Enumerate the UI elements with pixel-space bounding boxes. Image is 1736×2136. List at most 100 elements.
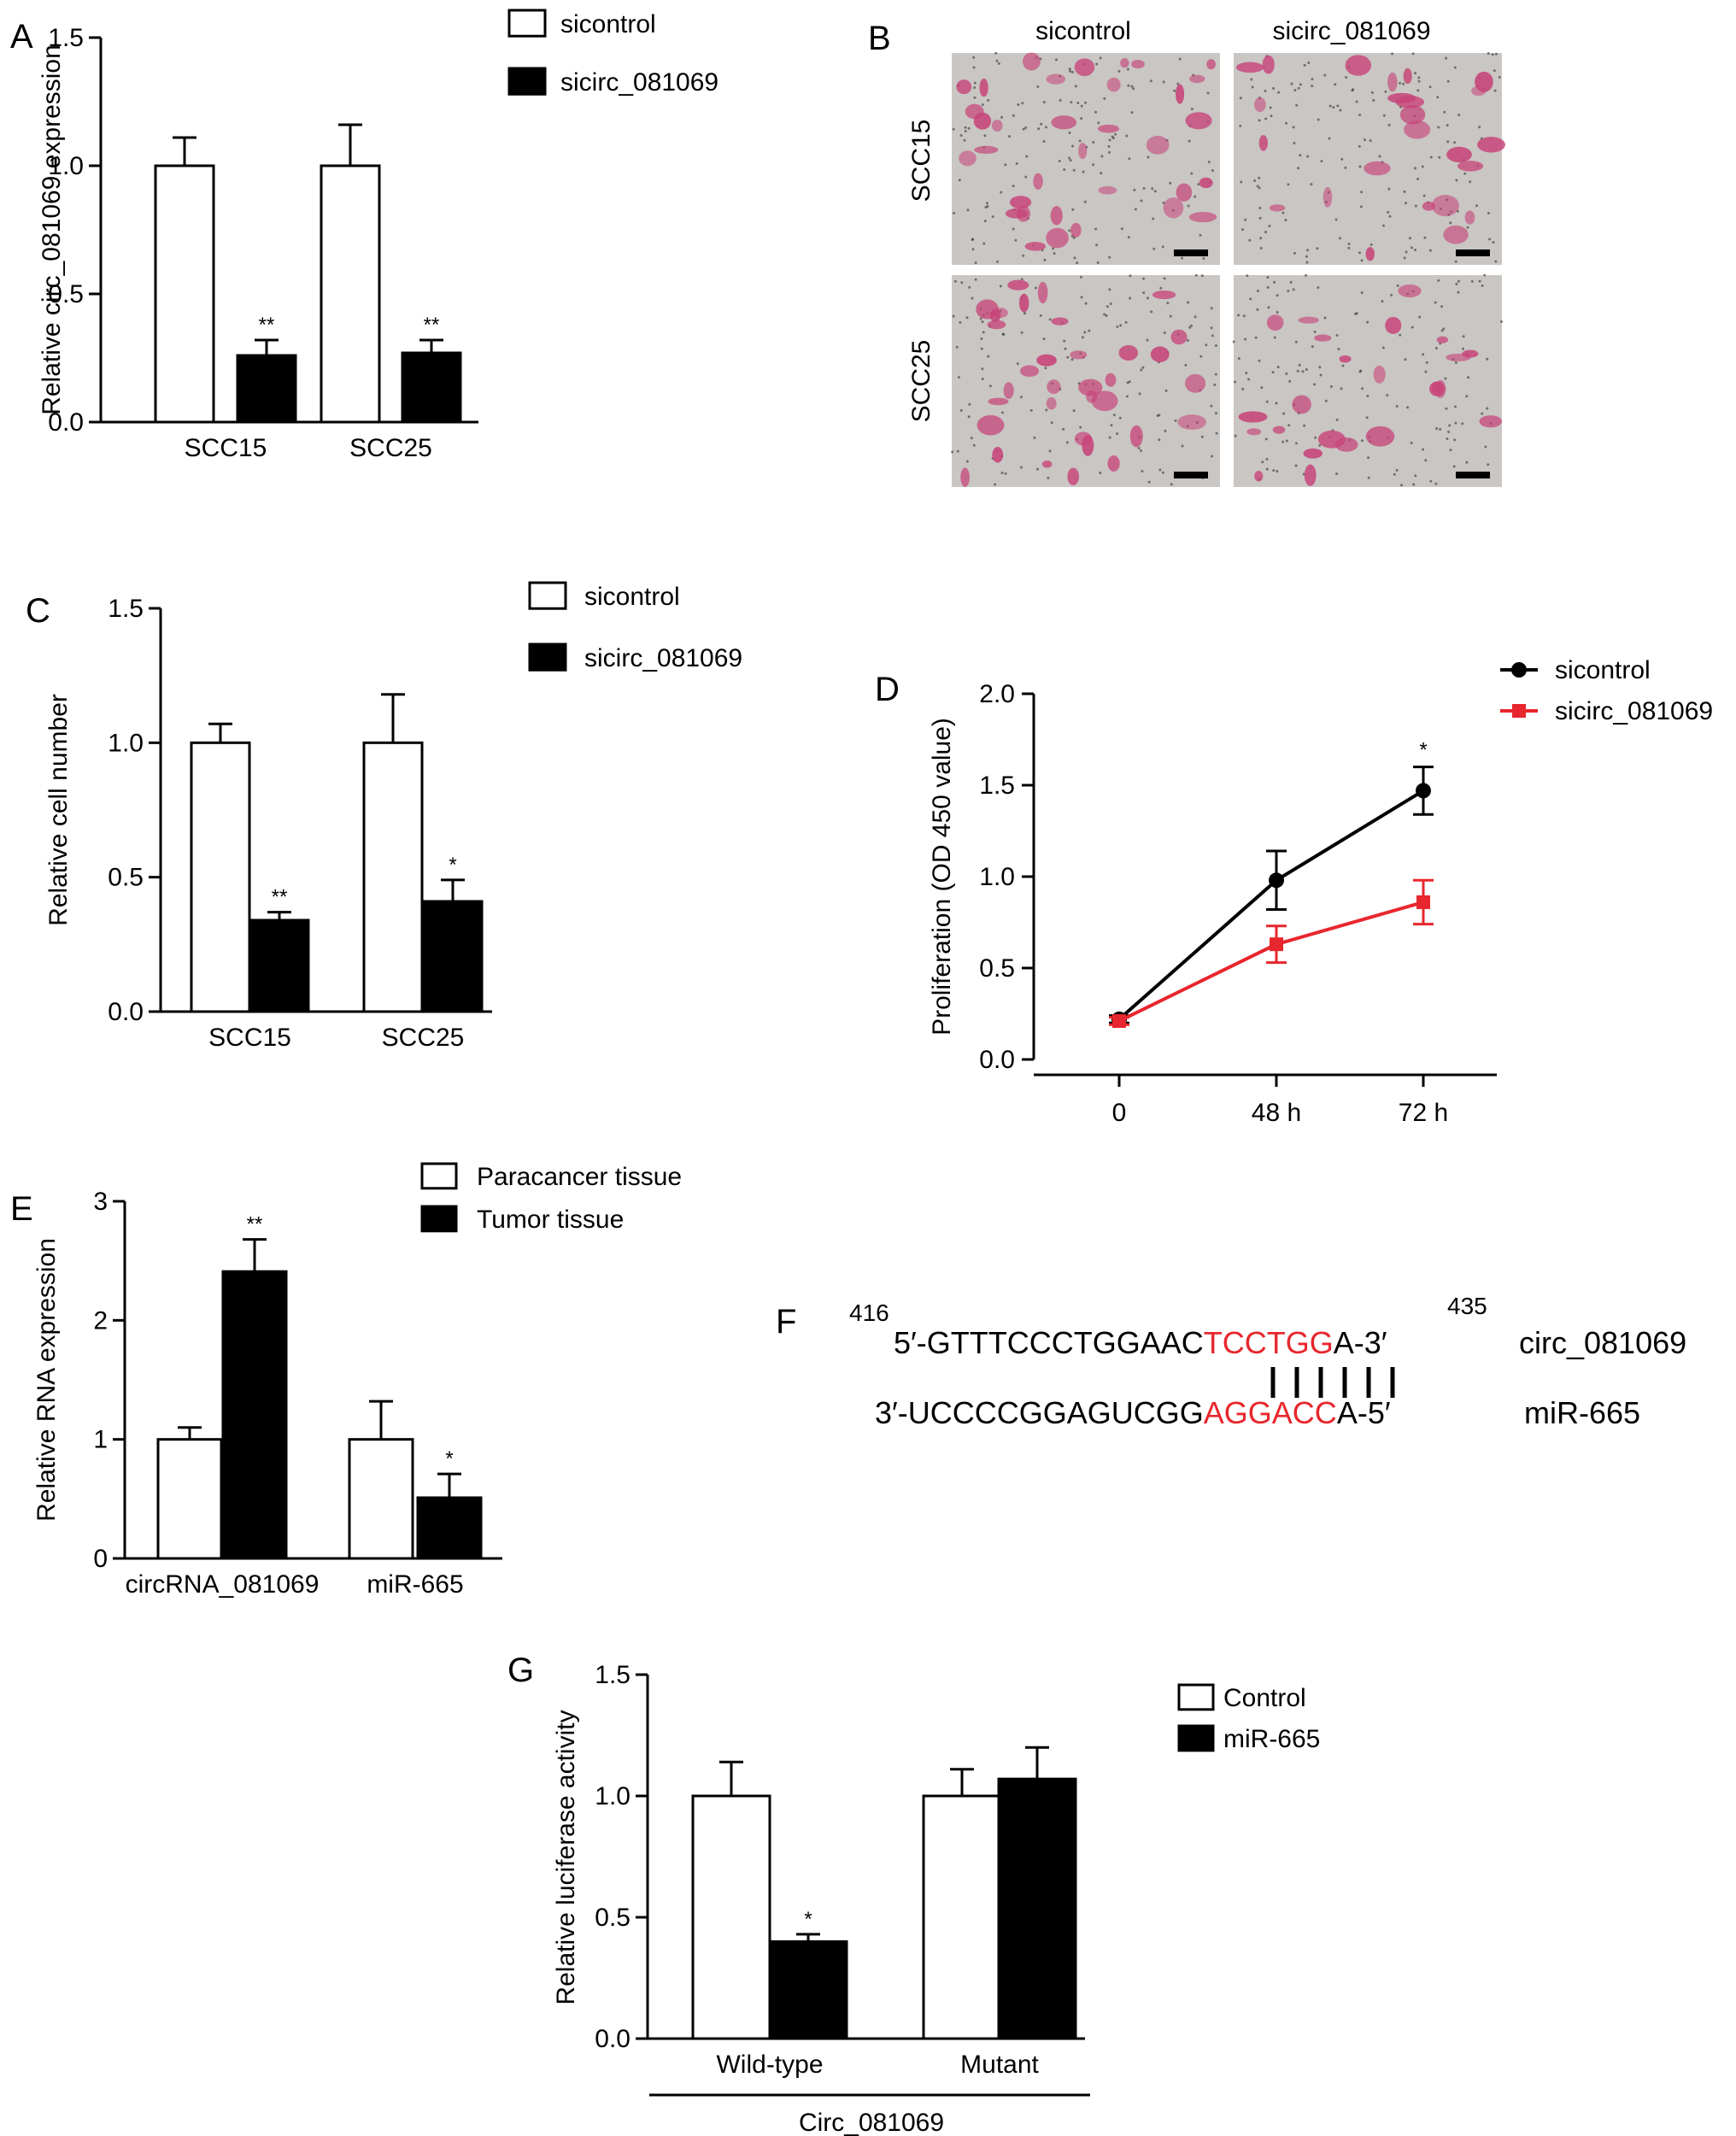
micrograph-speck <box>1256 308 1259 311</box>
micrograph-speck <box>1054 58 1058 62</box>
micrograph-speck <box>1406 406 1410 409</box>
micrograph-speck <box>1234 380 1237 384</box>
stained-cell <box>1323 186 1333 208</box>
micrograph-speck <box>1133 188 1136 191</box>
micrograph-speck <box>974 278 977 281</box>
micrograph-speck <box>1069 159 1072 162</box>
stained-cell <box>1091 390 1118 412</box>
micrograph-speck <box>981 377 984 380</box>
micrograph-speck <box>1320 160 1323 163</box>
micrograph-speck <box>1437 279 1440 282</box>
mir-sequence: 3′-UCCCCGGAGUCGGAGGACCA-5′ <box>875 1395 1391 1430</box>
micrograph-speck <box>982 331 985 334</box>
circ-seq-highlight: TCCTGG <box>1204 1325 1334 1360</box>
micrograph-speck <box>1429 156 1433 159</box>
micrograph-speck <box>956 449 959 453</box>
y-tick-label: 0.5 <box>108 864 144 892</box>
micrograph-speck <box>1336 104 1340 108</box>
circ-seq-prefix: 5′-GTTTCCCTGGAAC <box>894 1325 1204 1360</box>
micrograph-speck <box>1012 185 1015 188</box>
micrograph-panel: sicontrol sicirc_081069 SCC15 SCC25 <box>907 17 1505 487</box>
x-tick-label: circRNA_081069 <box>126 1570 320 1599</box>
micrograph-speck <box>1079 425 1082 429</box>
bar <box>922 1794 1002 2040</box>
micrograph-speck <box>1142 277 1146 280</box>
stained-cell <box>1118 344 1139 361</box>
stained-cell <box>1345 55 1372 76</box>
micrograph-speck <box>1108 288 1111 291</box>
micrograph-speck <box>1261 461 1264 464</box>
micrograph-speck <box>1152 247 1156 250</box>
micrograph-speck <box>953 279 957 283</box>
legend-label: Paracancer tissue <box>477 1163 682 1191</box>
stained-cell <box>1365 425 1395 447</box>
micrograph-speck <box>1019 396 1023 399</box>
y-tick-label: 1.5 <box>108 595 144 623</box>
stained-cell <box>1078 378 1103 396</box>
micrograph-speck <box>1139 449 1142 453</box>
micrograph-speck <box>1324 399 1328 402</box>
stained-cell <box>1246 428 1262 436</box>
micrograph-speck <box>1335 472 1339 475</box>
micrograph-speck <box>1166 302 1170 305</box>
stained-cell <box>1395 96 1425 109</box>
micrograph-speck <box>1050 421 1053 425</box>
micrograph-speck <box>1047 476 1050 479</box>
micrograph-speck <box>1017 103 1020 106</box>
micrograph-speck <box>1340 157 1344 161</box>
stained-cell <box>1266 314 1284 332</box>
legend-label: Control <box>1223 1684 1306 1712</box>
micrograph-speck <box>1044 367 1047 370</box>
micrograph-speck <box>1213 383 1217 386</box>
micrograph-speck <box>1405 202 1408 205</box>
chart-g: 0.0 0.5 1.0 1.5 Relative luciferase activity… <box>552 1661 1320 2136</box>
micrograph-speck <box>1158 468 1162 472</box>
significance-marker: ** <box>247 1213 263 1236</box>
micrograph-speck <box>1417 79 1421 83</box>
micrograph-speck <box>994 51 998 55</box>
micrograph-speck <box>1173 89 1176 92</box>
micrograph-speck <box>1124 320 1128 324</box>
micrograph-speck <box>1001 332 1005 336</box>
stained-cell <box>1189 74 1205 84</box>
micrograph-speck <box>1355 100 1358 103</box>
micrograph-speck <box>1109 302 1112 305</box>
y-tick-label: 0 <box>93 1545 108 1573</box>
significance-marker: * <box>449 854 456 877</box>
micrograph-speck <box>1129 274 1132 278</box>
micrograph-speck <box>1064 347 1067 350</box>
micrograph-speck <box>1272 87 1276 91</box>
panel-label-a: A <box>10 18 33 56</box>
micrograph-speck <box>1457 279 1460 283</box>
micrograph-speck <box>1084 101 1088 104</box>
micrograph-speck <box>1446 140 1450 144</box>
micrograph-speck <box>1494 260 1498 263</box>
stained-cell <box>1163 197 1184 219</box>
stained-cell <box>1067 467 1080 485</box>
micrograph-speck <box>1354 312 1358 315</box>
micrograph-speck <box>973 81 976 85</box>
micrograph-speck <box>1012 114 1015 117</box>
micrograph-speck <box>1210 455 1213 458</box>
data-point <box>1269 872 1284 889</box>
legend-swatch <box>420 1205 458 1233</box>
micrograph-speck <box>1422 448 1425 451</box>
stained-cell <box>1199 177 1213 189</box>
stained-cell <box>959 150 976 167</box>
stained-cell <box>1009 196 1032 209</box>
stained-cell <box>1292 395 1311 414</box>
micrograph-speck <box>1444 377 1447 380</box>
stained-cell <box>1446 353 1471 361</box>
y-tick-label: 0.5 <box>979 954 1015 983</box>
micrograph-speck <box>971 248 975 251</box>
micrograph-speck <box>1176 82 1180 85</box>
significance-marker: ** <box>259 314 275 337</box>
micrograph-speck <box>1025 155 1029 158</box>
micrograph-speck <box>1434 301 1437 304</box>
micrograph-speck <box>1169 314 1172 318</box>
micrograph-speck <box>1421 165 1424 168</box>
micrograph-speck <box>1200 274 1204 278</box>
micrograph-speck <box>1184 363 1188 367</box>
micrograph-speck <box>1453 66 1457 69</box>
micrograph-speck <box>1358 144 1361 148</box>
